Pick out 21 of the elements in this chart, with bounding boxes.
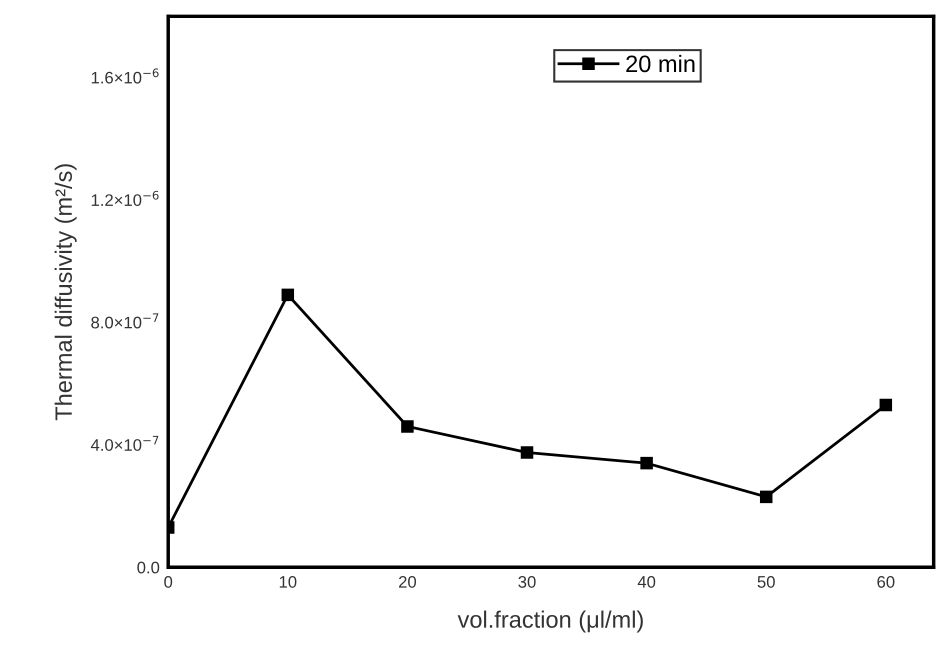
x-tick-label: 50 bbox=[758, 576, 775, 588]
point bbox=[640, 456, 653, 470]
y-tick-label: 1.2×10$^{−6}$ bbox=[92, 190, 159, 206]
point bbox=[760, 490, 772, 504]
x-tick-label: 10 bbox=[280, 576, 296, 588]
x-tick-label: 30 bbox=[518, 576, 536, 588]
point bbox=[401, 420, 414, 433]
x-tick-label: 40 bbox=[638, 576, 656, 588]
x-tick-label: 60 bbox=[877, 576, 894, 588]
x-axis-title: vol.fraction (μl/ml) bbox=[458, 610, 643, 633]
point bbox=[282, 288, 294, 302]
y-tick-label: 4.0×10$^{−7}$ bbox=[90, 436, 158, 451]
legend-label: 20 min bbox=[626, 54, 694, 72]
point bbox=[520, 446, 534, 459]
y-tick-label: 8.0×10$^{−7}$ bbox=[91, 313, 158, 328]
y-tick-label: 1.6×10$^{−6}$ bbox=[92, 68, 159, 84]
y-axis-title: Thermal diffusivity (m²/s) bbox=[54, 164, 77, 420]
x-tick-label: 0 bbox=[164, 576, 172, 588]
y-tick-label: 0.0 bbox=[137, 562, 160, 574]
point bbox=[880, 398, 892, 412]
x-tick-label: 20 bbox=[398, 576, 416, 588]
